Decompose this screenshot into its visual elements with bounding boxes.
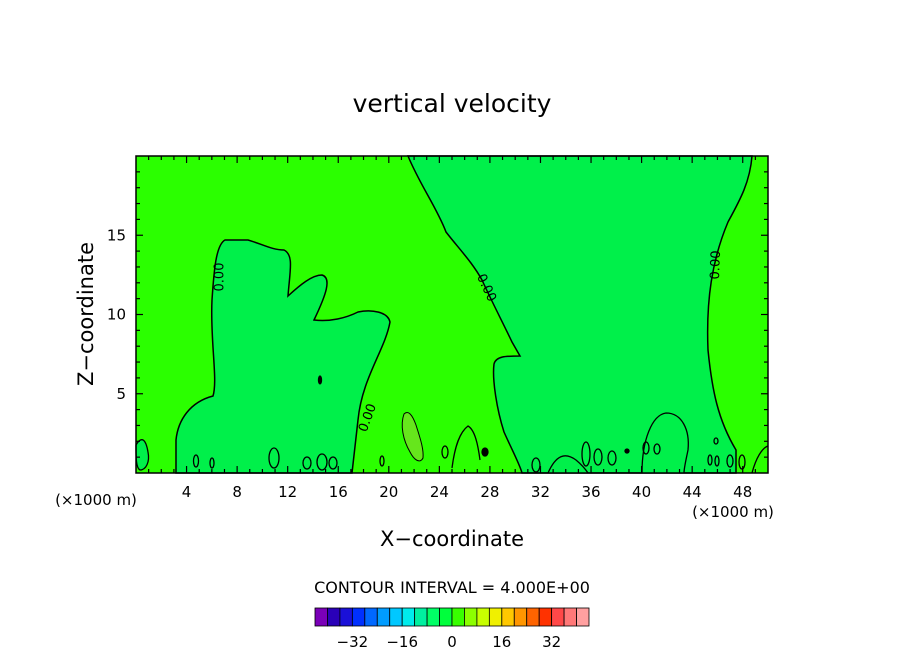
colorbar-tick-label: 16	[492, 633, 511, 651]
contour-interval-text: CONTOUR INTERVAL = 4.000E+00	[314, 578, 590, 597]
colorbar-swatch	[414, 607, 428, 627]
colorbar-swatch	[488, 607, 503, 627]
x-tick-label: 40	[632, 483, 651, 501]
x-tick-label: 48	[733, 483, 752, 501]
x-tick-label: 32	[531, 483, 550, 501]
colorbar-swatch	[364, 607, 378, 627]
x-tick-label: 8	[232, 483, 242, 501]
x-tick-label: 4	[182, 483, 192, 501]
colorbar	[314, 607, 590, 627]
negative-region-middle	[406, 155, 753, 474]
y-axis-title: Z−coordinate	[74, 242, 98, 386]
colorbar-swatch	[501, 607, 515, 627]
colorbar-swatch	[576, 607, 590, 627]
colorbar-swatch	[451, 607, 465, 627]
colorbar-swatch	[513, 607, 528, 627]
x-tick-label: 28	[480, 483, 499, 501]
x-tick-label: 36	[581, 483, 600, 501]
x-tick-label: 16	[329, 483, 348, 501]
y-axis: 5 10 15	[107, 171, 768, 458]
x-tick-label: 12	[278, 483, 297, 501]
colorbar-swatch	[314, 607, 328, 627]
x-tick-label: 20	[379, 483, 398, 501]
x-tick-label: 44	[683, 483, 702, 501]
colorbar-swatch	[426, 607, 440, 627]
colorbar-swatch	[526, 607, 540, 627]
x-axis-title: X−coordinate	[380, 527, 524, 551]
x-unit-label-right: (×1000 m)	[692, 503, 774, 521]
chart-title: vertical velocity	[353, 89, 552, 118]
colorbar-tick-label: −32	[337, 633, 369, 651]
colorbar-ticks: −32 −16 0 16 32	[337, 633, 562, 651]
colorbar-tick-label: 0	[447, 633, 457, 651]
colorbar-swatch	[551, 607, 565, 627]
x-unit-label-left: (×1000 m)	[55, 491, 137, 509]
colorbar-swatch	[376, 607, 391, 627]
colorbar-swatch	[439, 607, 453, 627]
colorbar-swatch	[339, 607, 353, 627]
colorbar-swatch	[464, 607, 478, 627]
colorbar-tick-label: −16	[386, 633, 418, 651]
colorbar-swatch	[538, 607, 553, 627]
positive-region-small	[401, 411, 424, 462]
y-tick-label: 10	[107, 306, 126, 324]
x-axis: 4 8 12 16 20 24 28 32 36 40 44 48	[148, 156, 756, 501]
plot-area: 0.00 0.00 0.00 0.00	[135, 155, 769, 474]
colorbar-tick-label: 32	[542, 633, 561, 651]
contour-label-right: 0.00	[708, 250, 724, 279]
y-tick-label: 5	[116, 385, 126, 403]
colorbar-swatch	[389, 607, 403, 627]
contour-label-left: 0.00	[213, 263, 228, 292]
colorbar-swatch	[327, 607, 341, 627]
x-tick-label: 24	[430, 483, 449, 501]
colorbar-swatch	[351, 607, 366, 627]
colorbar-swatch	[401, 607, 416, 627]
ground-eddies	[135, 375, 769, 474]
y-tick-label: 15	[107, 226, 126, 244]
colorbar-swatch	[563, 607, 577, 627]
negative-region-left	[175, 239, 391, 474]
colorbar-swatch	[476, 607, 490, 627]
